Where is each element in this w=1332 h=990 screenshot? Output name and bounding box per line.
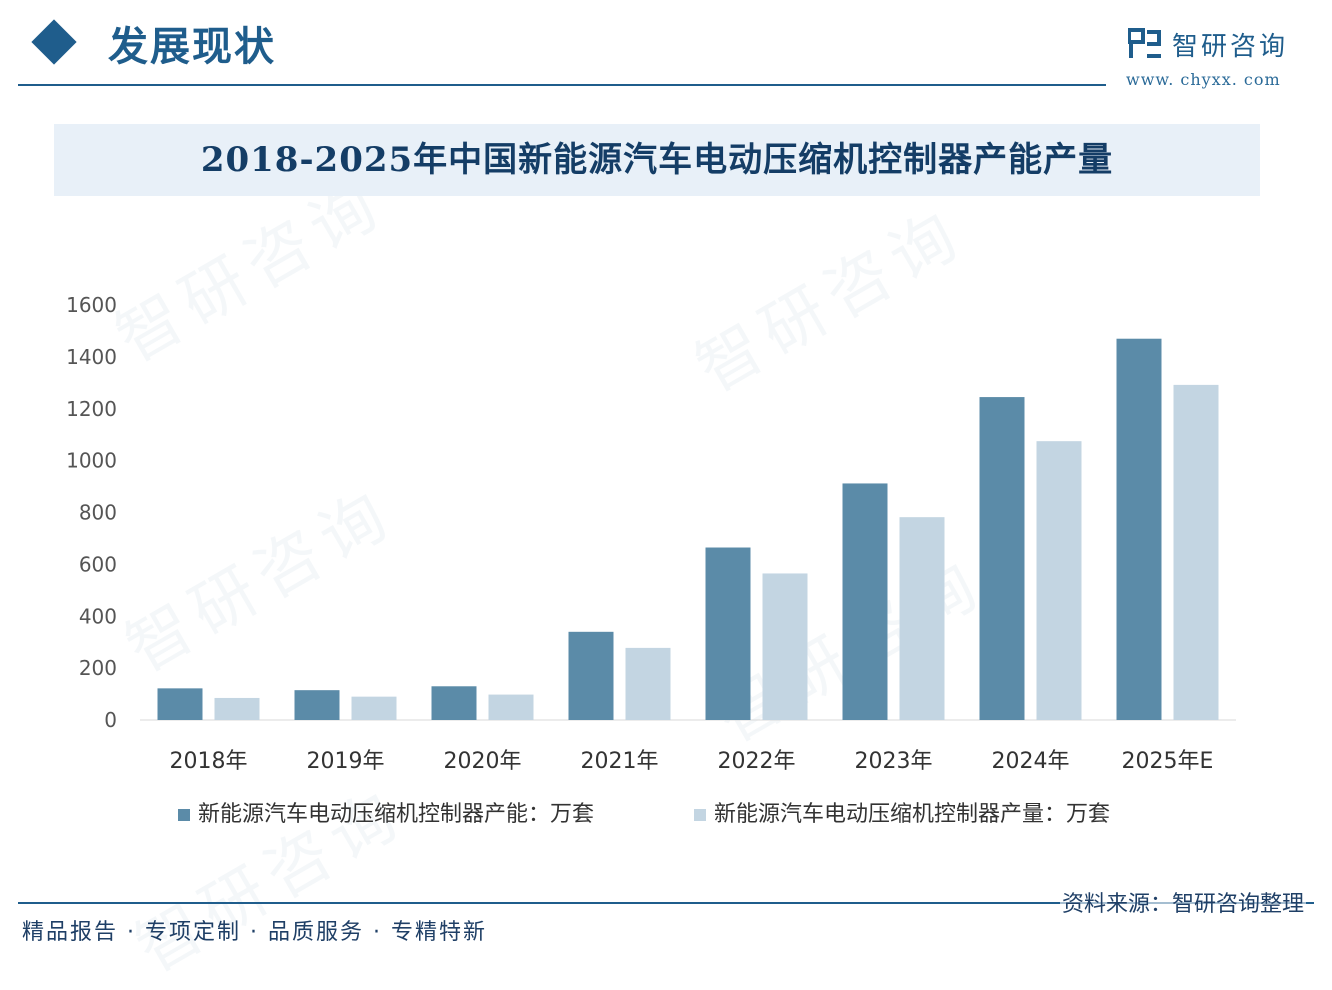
x-tick-label: 2025年E: [1122, 749, 1214, 774]
legend-swatch-capacity: [178, 809, 190, 821]
bar-output: [1036, 441, 1082, 720]
header-divider: [18, 84, 1106, 86]
x-tick-label: 2022年: [718, 749, 796, 774]
x-tick-label: 2021年: [581, 749, 659, 774]
y-tick-label: 200: [79, 656, 117, 680]
bar-output: [1173, 384, 1219, 720]
bar-chart: 0 200 400 600 800 1000 1200 1400 1600 2018年 2019年 2…: [66, 293, 1236, 774]
brand-name: 智研咨询: [1172, 32, 1289, 62]
legend-label-capacity: 新能源汽车电动压缩机控制器产能：万套: [198, 802, 595, 827]
bar-capacity: [568, 631, 614, 720]
footer-tagline: 精品报告 · 专项定制 · 品质服务 · 专精特新: [22, 920, 487, 945]
bar-output: [351, 696, 397, 720]
y-tick-label: 0: [104, 708, 117, 732]
section-title: 发展现状: [108, 23, 276, 70]
bar-capacity: [1116, 338, 1162, 720]
bar-capacity: [979, 397, 1025, 720]
bar-capacity: [294, 690, 340, 720]
y-tick-label: 800: [79, 501, 117, 525]
chart-title-banner: 2018-2025年中国新能源汽车电动压缩机控制器产能产量: [54, 124, 1260, 196]
x-tick-label: 2019年: [307, 749, 385, 774]
page-header: 发展现状 智研咨询 www. chyxx. com: [0, 0, 1332, 100]
y-tick-label: 400: [79, 604, 117, 628]
y-tick-label: 600: [79, 552, 117, 576]
bar-output: [762, 573, 808, 720]
bar-capacity: [157, 688, 203, 720]
chart-title: 2018-2025年中国新能源汽车电动压缩机控制器产能产量: [200, 140, 1114, 180]
y-tick-label: 1200: [66, 397, 117, 421]
bar-output: [899, 517, 945, 720]
y-tick-label: 1400: [66, 345, 117, 369]
bar-capacity: [431, 686, 477, 720]
legend-swatch-output: [694, 809, 706, 821]
bar-output: [488, 694, 534, 720]
bar-capacity: [705, 547, 751, 720]
legend-label-output: 新能源汽车电动压缩机控制器产量：万套: [714, 802, 1111, 827]
bar-output: [214, 697, 260, 720]
data-source-note: 资料来源：智研咨询整理: [1059, 886, 1306, 918]
y-tick-label: 1600: [66, 293, 117, 317]
footer-divider: [18, 902, 1314, 904]
x-tick-label: 2023年: [855, 749, 933, 774]
bar-output: [625, 647, 671, 720]
brand-url: www. chyxx. com: [1126, 70, 1281, 89]
bar-capacity: [842, 483, 888, 720]
y-tick-label: 1000: [66, 449, 117, 473]
brand-logo-icon: [1128, 28, 1161, 58]
x-tick-label: 2024年: [992, 749, 1070, 774]
x-tick-label: 2020年: [444, 749, 522, 774]
x-tick-label: 2018年: [170, 749, 248, 774]
